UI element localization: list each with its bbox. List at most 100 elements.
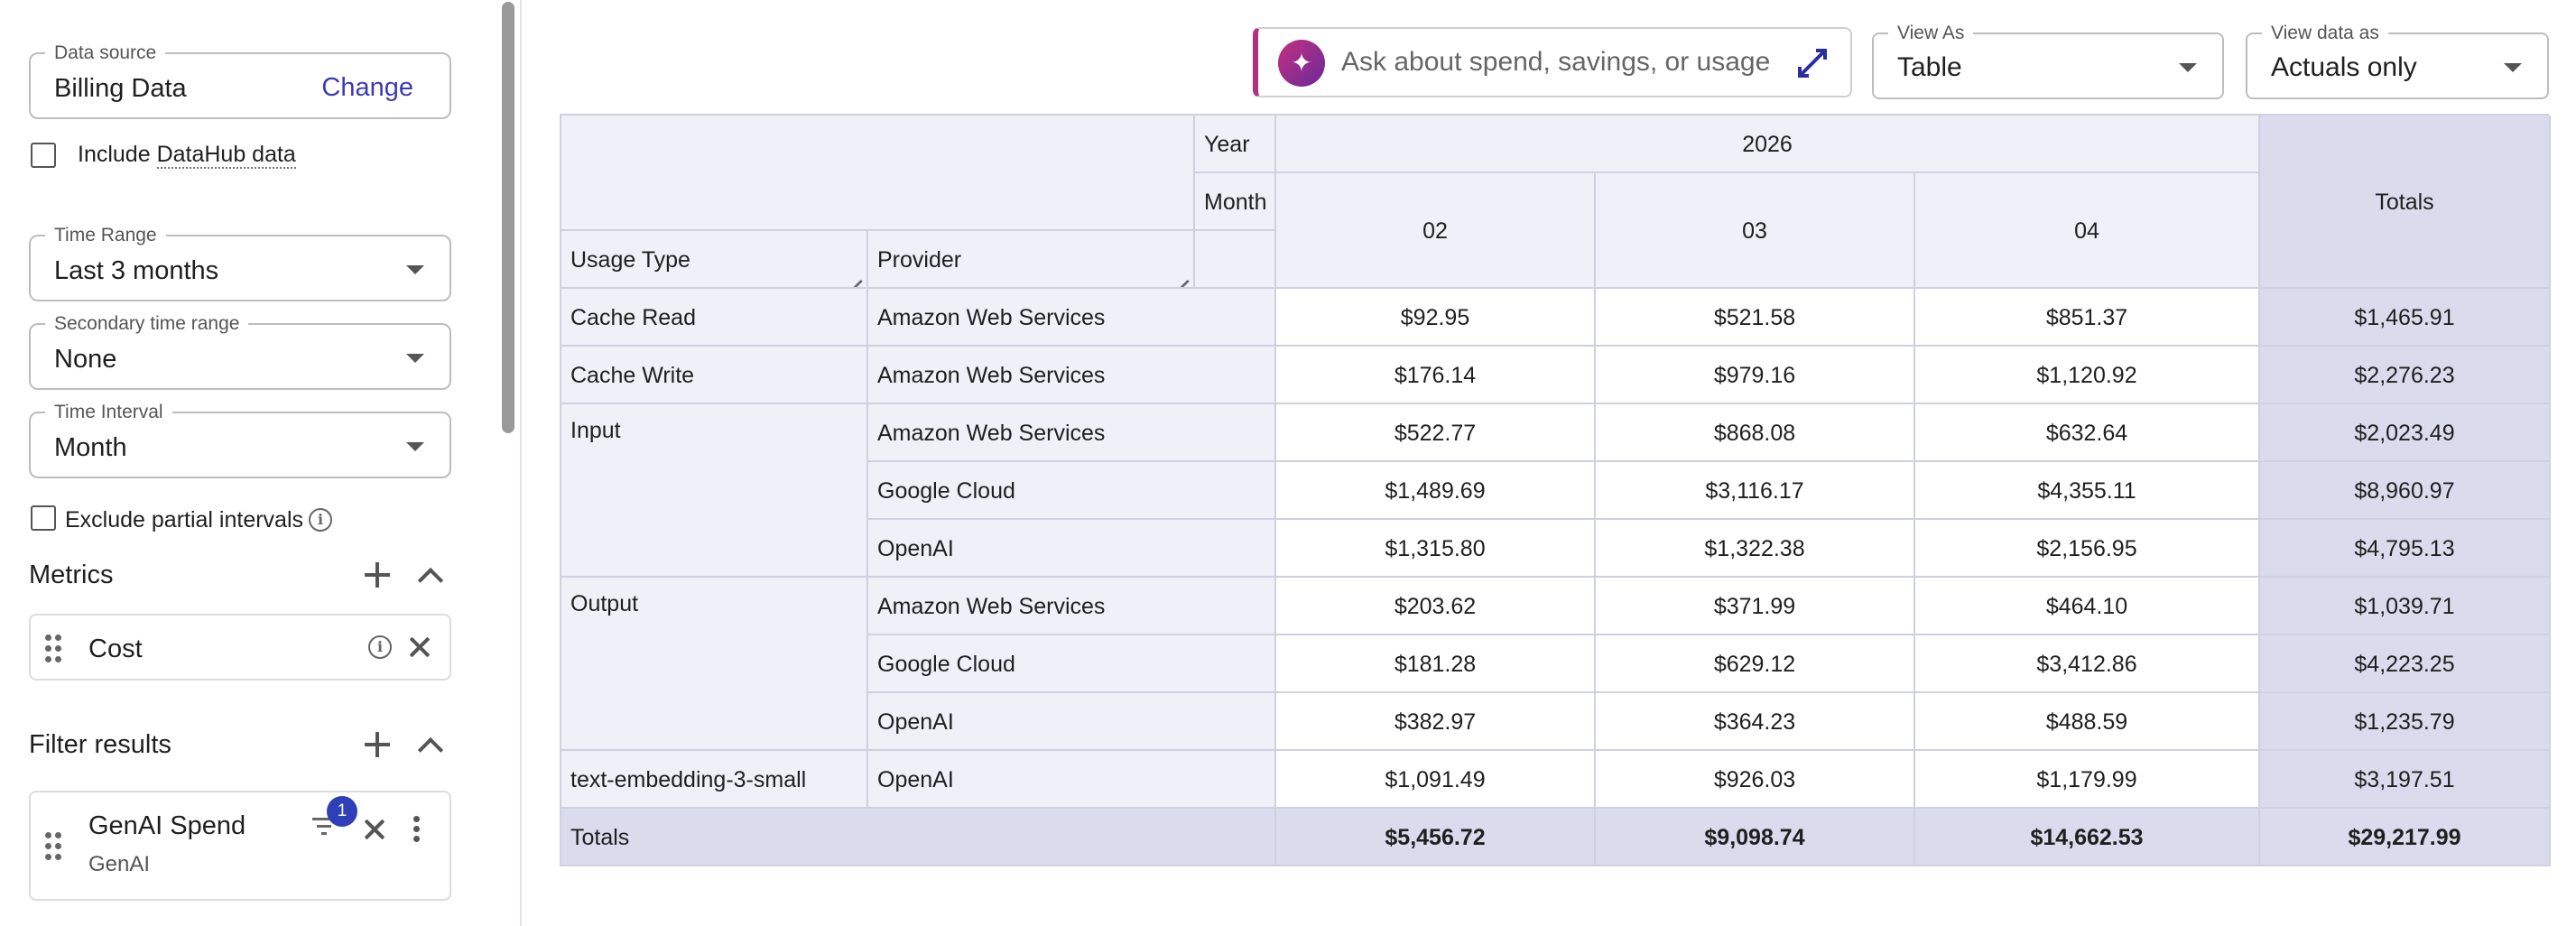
value-cell: $521.58: [1596, 289, 1915, 347]
value-cell: $1,322.38: [1596, 520, 1915, 578]
row-total-cell: $3,197.51: [2260, 751, 2551, 809]
filter-name-label: GenAI Spend: [88, 811, 246, 840]
filter-more-options-icon[interactable]: [413, 816, 421, 843]
time-range-select[interactable]: Time Range Last 3 months: [29, 225, 451, 301]
value-cell-text: $521.58: [1713, 305, 1796, 330]
value-cell-text: $4,355.11: [2037, 478, 2136, 504]
value-cell-text: $1,489.69: [1385, 478, 1486, 504]
row-total-cell-text: $1,039.71: [2354, 594, 2455, 619]
value-cell: $176.14: [1276, 347, 1596, 404]
data-source-value: Billing Data: [54, 74, 187, 103]
value-cell-text: $1,322.38: [1704, 536, 1805, 561]
remove-metric-close-icon[interactable]: [406, 634, 433, 661]
filter-sub-label: GenAI: [88, 852, 151, 876]
month-header-03: 03: [1596, 173, 1915, 289]
secondary-time-range-select[interactable]: Secondary time range None: [29, 313, 451, 390]
pivot-table: Year Month 2026 02 03 04 Totals Usage Type Provi…: [560, 114, 2551, 866]
provider-header[interactable]: Provider: [868, 231, 1195, 289]
row-total-cell: $4,795.13: [2260, 520, 2551, 578]
provider-cell: OpenAI: [868, 751, 1276, 809]
value-cell-text: $926.03: [1713, 767, 1796, 792]
usage-type-header[interactable]: Usage Type: [561, 231, 868, 289]
value-cell-text: $371.99: [1713, 594, 1796, 619]
ai-sparkle-icon: ✦: [1278, 40, 1325, 87]
value-cell-text: $1,091.49: [1385, 767, 1486, 792]
include-datahub-label: Include DataHub data: [78, 141, 296, 169]
value-cell: $868.08: [1596, 404, 1915, 462]
provider-cell-text: Amazon Web Services: [877, 421, 1106, 446]
drag-handle-icon[interactable]: [45, 634, 63, 663]
provider-cell: Amazon Web Services: [868, 347, 1276, 404]
row-total-cell: $2,023.49: [2260, 404, 2551, 462]
value-cell-text: $868.08: [1713, 421, 1796, 446]
month-axis-label-text: Month: [1204, 190, 1267, 215]
collapse-filters-chevron-up-icon[interactable]: [417, 736, 444, 764]
value-cell-text: $464.10: [2045, 594, 2128, 619]
value-cell: $3,412.86: [1915, 635, 2260, 693]
data-source-field[interactable]: Data source Billing Data Change: [29, 42, 451, 119]
grand-total-cell: $29,217.99: [2260, 809, 2551, 866]
value-cell-text: $3,412.86: [2036, 652, 2137, 677]
month-header-04-text: 04: [2074, 218, 2099, 244]
row-total-cell: $8,960.97: [2260, 462, 2551, 520]
exclude-partial-checkbox[interactable]: [31, 505, 56, 531]
sidebar: Data source Billing Data Change Include …: [0, 0, 522, 926]
time-interval-select[interactable]: Time Interval Month: [29, 402, 451, 478]
row-total-cell: $1,039.71: [2260, 578, 2551, 635]
time-interval-caret-icon: [406, 442, 424, 451]
value-cell-text: $181.28: [1394, 652, 1477, 677]
add-filter-plus-icon[interactable]: [363, 730, 392, 759]
value-cell: $464.10: [1915, 578, 2260, 635]
secondary-time-range-value: None: [54, 345, 117, 374]
remove-filter-close-icon[interactable]: [361, 816, 388, 843]
metric-card-cost[interactable]: Cost i: [29, 614, 451, 681]
value-cell: $629.12: [1596, 635, 1915, 693]
view-as-value: Table: [1897, 52, 1962, 82]
filter-lines-icon[interactable]: [312, 818, 336, 836]
row-total-cell-text: $2,276.23: [2354, 363, 2455, 388]
year-axis-label: Year: [1195, 116, 1276, 173]
drag-handle-icon[interactable]: [45, 832, 63, 861]
value-cell-text: $629.12: [1713, 652, 1796, 677]
value-cell-text: $1,120.92: [2036, 363, 2137, 388]
metric-info-icon[interactable]: i: [368, 635, 392, 659]
value-cell-text: $364.23: [1713, 709, 1796, 735]
view-as-select[interactable]: View As Table: [1872, 23, 2224, 99]
value-cell-text: $2,156.95: [2036, 536, 2137, 561]
secondary-time-range-label: Secondary time range: [45, 313, 249, 335]
value-cell-text: $3,116.17: [1705, 478, 1804, 504]
time-range-label: Time Range: [45, 225, 166, 246]
column-resize-icon[interactable]: [1175, 269, 1188, 282]
grand-totals-label: Totals: [561, 809, 1276, 866]
collapse-metrics-chevron-up-icon[interactable]: [417, 567, 444, 594]
column-resize-icon[interactable]: [848, 269, 861, 282]
add-metric-plus-icon[interactable]: [363, 560, 392, 589]
datahub-data-link[interactable]: DataHub data: [156, 142, 296, 169]
sidebar-scrollbar[interactable]: [502, 2, 514, 433]
row-total-cell-text: $3,197.51: [2354, 767, 2455, 792]
include-datahub-checkbox[interactable]: [31, 143, 56, 168]
provider-cell-text: Google Cloud: [877, 652, 1015, 677]
ai-search-input[interactable]: [1341, 42, 1774, 83]
value-cell-text: $632.64: [2045, 421, 2128, 446]
filter-card-genai-spend[interactable]: GenAI Spend GenAI 1: [29, 791, 451, 901]
grand-totals-label-text: Totals: [570, 825, 630, 850]
ai-assistant-box[interactable]: ✦: [1253, 27, 1852, 97]
view-data-as-select[interactable]: View data as Actuals only: [2246, 23, 2549, 99]
filter-count-badge: 1: [327, 796, 357, 827]
usage-type-cell-text: Cache Write: [570, 363, 695, 388]
value-cell: $3,116.17: [1596, 462, 1915, 520]
expand-icon[interactable]: [1798, 49, 1827, 78]
exclude-partial-label: Exclude partial intervals: [65, 507, 304, 532]
filter-results-title: Filter results: [29, 730, 171, 759]
provider-cell-text: Amazon Web Services: [877, 363, 1106, 388]
row-total-cell-text: $2,023.49: [2354, 421, 2455, 446]
value-cell-text: $92.95: [1400, 305, 1470, 330]
provider-header-text: Provider: [877, 247, 962, 273]
exclude-partial-info-icon[interactable]: i: [309, 508, 332, 532]
value-cell: $4,355.11: [1915, 462, 2260, 520]
usage-type-cell-text: text-embedding-3-small: [570, 767, 807, 792]
value-cell-text: $979.16: [1713, 363, 1796, 388]
change-data-source-button[interactable]: Change: [321, 73, 413, 102]
usage-type-cell-text: Cache Read: [570, 305, 696, 330]
